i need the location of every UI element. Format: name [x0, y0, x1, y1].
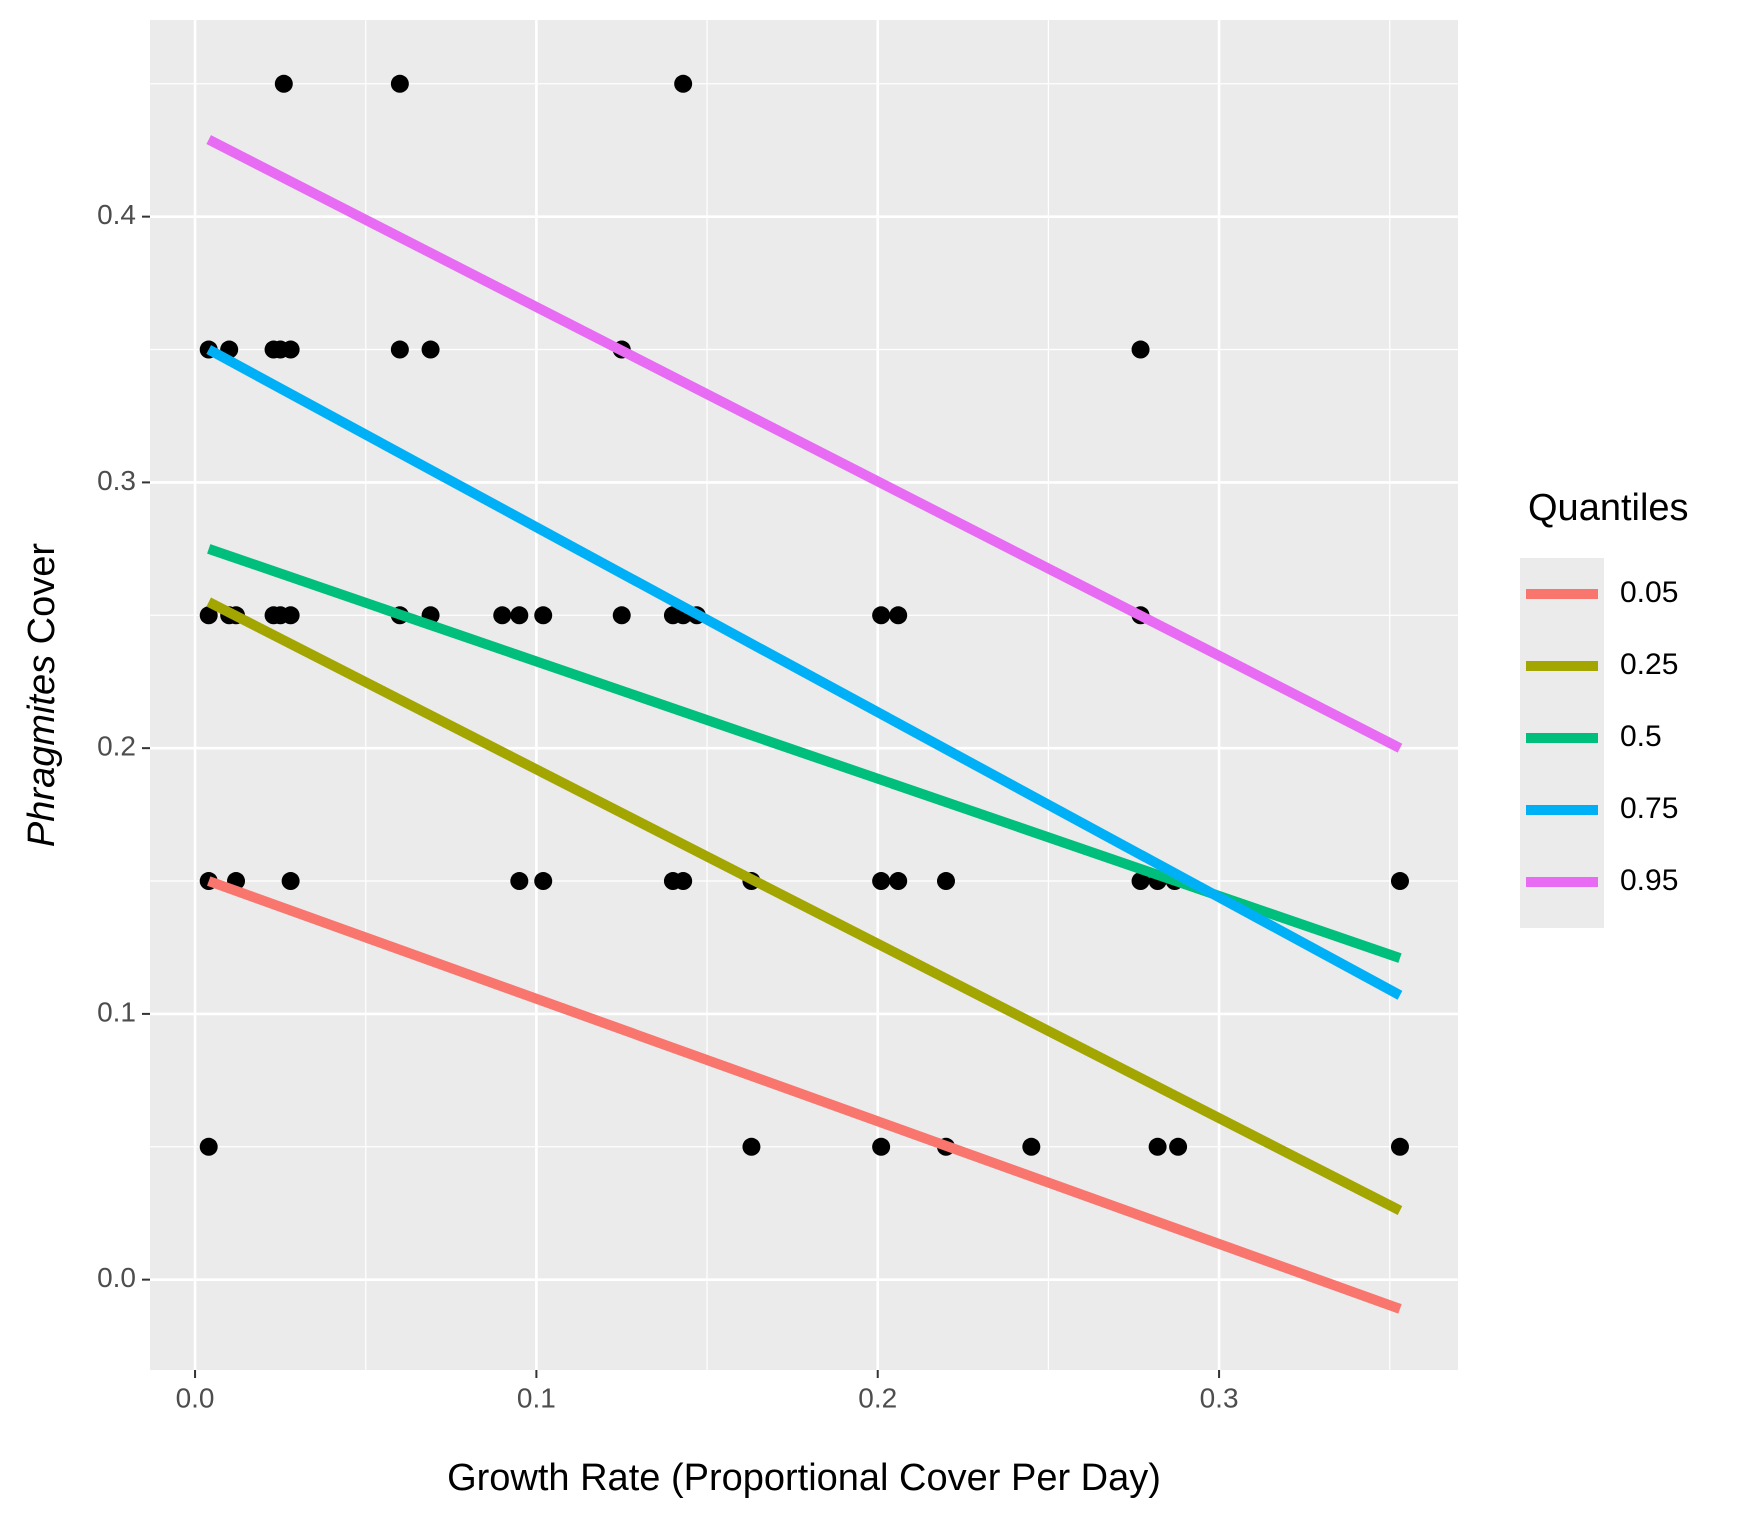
point [674, 872, 693, 891]
y-tick-label: 0.4 [97, 199, 136, 230]
point [872, 1137, 891, 1156]
point [390, 74, 409, 93]
point [510, 872, 529, 891]
point [1169, 1137, 1188, 1156]
point [534, 872, 553, 891]
y-tick-label: 0.0 [97, 1262, 136, 1293]
point [612, 606, 631, 625]
point [534, 606, 553, 625]
legend-label: 0.05 [1620, 576, 1678, 609]
point [674, 74, 693, 93]
legend-label: 0.25 [1620, 648, 1678, 681]
y-tick-label: 0.1 [97, 996, 136, 1027]
point [872, 872, 891, 891]
point [281, 606, 300, 625]
point [493, 606, 512, 625]
quantile-line [206, 345, 1403, 1000]
point [1148, 1137, 1167, 1156]
y-axis-title-italic: Phragmites [21, 655, 63, 847]
point [281, 340, 300, 359]
y-axis-title: Phragmites Cover [21, 543, 63, 847]
legend-label: 0.95 [1620, 864, 1678, 897]
point [1390, 872, 1409, 891]
point [936, 872, 955, 891]
y-tick-label: 0.2 [97, 731, 136, 762]
panel [150, 20, 1458, 1370]
point [199, 606, 218, 625]
x-tick-label: 0.1 [517, 1382, 556, 1413]
x-tick-label: 0.2 [858, 1382, 897, 1413]
y-tick-label: 0.3 [97, 465, 136, 496]
x-tick-label: 0.3 [1200, 1382, 1239, 1413]
point [742, 1137, 761, 1156]
legend-title: Quantiles [1528, 487, 1689, 529]
legend-label: 0.5 [1620, 720, 1662, 753]
point [274, 74, 293, 93]
point [390, 340, 409, 359]
point [281, 872, 300, 891]
legend-label: 0.75 [1620, 792, 1678, 825]
x-axis-title: Growth Rate (Proportional Cover Per Day) [447, 1457, 1161, 1499]
point [199, 1137, 218, 1156]
point [872, 606, 891, 625]
quantile-line [206, 597, 1403, 1216]
point [510, 606, 529, 625]
point [1022, 1137, 1041, 1156]
point [889, 606, 908, 625]
x-tick-label: 0.0 [176, 1382, 215, 1413]
quantile-line [207, 876, 1402, 1314]
point [1131, 872, 1150, 891]
quantile-line [206, 135, 1403, 753]
y-axis-title-rest: Cover [21, 543, 63, 645]
point [889, 872, 908, 891]
point [1131, 340, 1150, 359]
point [1390, 1137, 1409, 1156]
point [421, 340, 440, 359]
